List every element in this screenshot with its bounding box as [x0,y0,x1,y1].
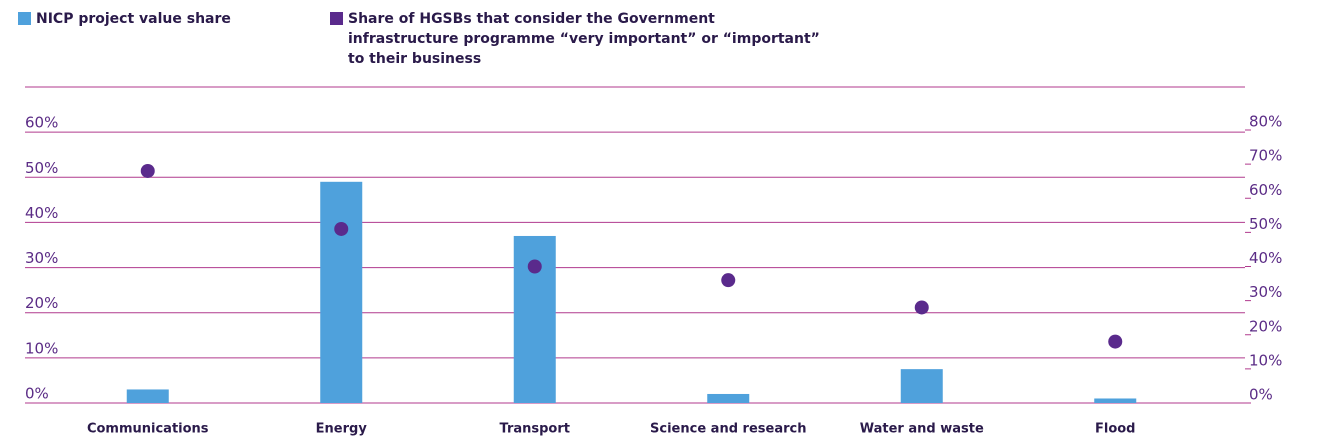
legend-item: Share of HGSBs that consider the Governm… [330,9,820,69]
legend-label: Share of HGSBs that consider the Governm… [348,11,820,67]
bar [1094,398,1137,403]
dot [914,300,929,315]
y2-tick-label: 0% [1249,386,1273,404]
x-tick-label: Energy [316,422,368,437]
y-tick-label: 0% [25,385,49,403]
x-tick-label: Transport [500,422,570,437]
y-tick-label: 40% [25,204,58,222]
y-tick-label: 30% [25,249,58,267]
dot [140,163,155,178]
legend-label: NICP project value share [36,11,231,27]
x-tick-label: Communications [87,422,209,437]
y-tick-label: 20% [25,294,58,312]
dot [1108,334,1123,349]
y2-tick-label: 80% [1249,113,1282,131]
x-tick-label: Water and waste [860,422,984,437]
x-tick-label: Science and research [650,422,806,437]
y2-tick-label: 20% [1249,317,1282,335]
y2-tick-label: 60% [1249,181,1282,199]
y2-tick-label: 50% [1249,215,1282,233]
bar [707,393,750,403]
legend-item: NICP project value share [18,9,318,29]
y2-tick-label: 30% [1249,283,1282,301]
y-tick-label: 10% [25,339,58,357]
bar [126,389,169,403]
y2-tick-label: 70% [1249,147,1282,165]
legend-swatch [18,12,31,25]
y-tick-label: 60% [25,114,58,132]
y-tick-label: 50% [25,159,58,177]
y2-tick-label: 40% [1249,249,1282,267]
dot [527,259,542,274]
x-tick-label: Flood [1095,422,1136,437]
y2-tick-label: 10% [1249,351,1282,369]
dot [334,221,349,236]
legend-swatch [330,12,343,25]
dot [721,273,736,288]
bar [900,369,943,403]
bar [320,181,363,403]
